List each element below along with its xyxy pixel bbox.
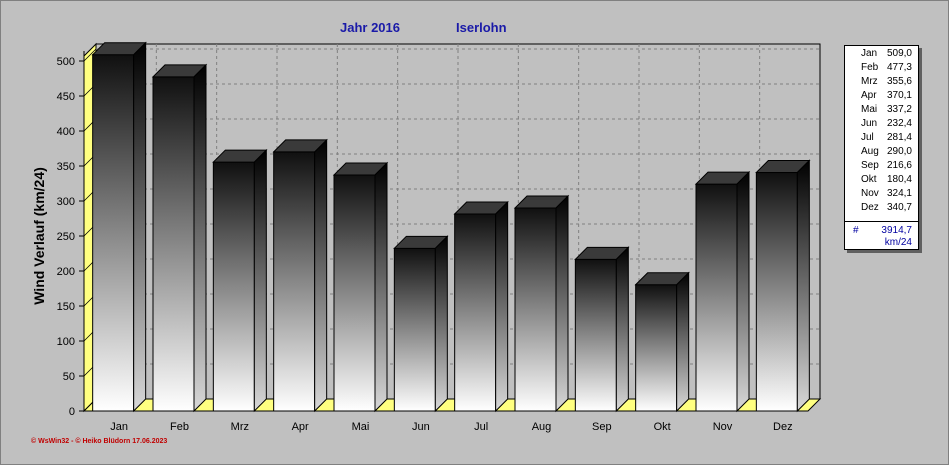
legend-row: Nov 324,1 [845, 187, 918, 201]
bar-side [434, 235, 448, 413]
legend-row: Jul 281,4 [845, 131, 918, 145]
y-tick-label: 50 [63, 371, 75, 383]
bar-side [736, 170, 750, 413]
x-tick-label: Aug [532, 421, 552, 433]
legend-row: Dez 340,7 [845, 201, 918, 215]
legend-value: 216,6 [886, 160, 912, 171]
legend-value: 290,0 [886, 146, 912, 157]
y-tick-label: 300 [57, 196, 75, 208]
x-tick-label: Okt [654, 421, 671, 433]
legend-box: Jan 509,0 Feb 477,3 Mrz 355,6 Apr 370,1 Mai 337,2… [844, 45, 919, 250]
legend-month: Aug [861, 146, 879, 157]
legend-month: Mai [861, 104, 878, 115]
x-tick-label: Jan [110, 421, 128, 433]
footer-credits: © WsWin32 - © Heiko Blüdorn 17.06.2023 [31, 438, 168, 445]
y-tick-label: 250 [57, 231, 75, 243]
y-tick-label: 350 [57, 161, 75, 173]
bar-side [193, 63, 207, 413]
year-label: Jahr 2016 [340, 20, 400, 35]
bar-mrz [212, 161, 255, 412]
x-tick-label: Feb [170, 421, 189, 433]
bar-aug [514, 207, 557, 412]
y-tick-label: 150 [57, 301, 75, 313]
legend-row: Aug 290,0 [845, 145, 918, 159]
legend-value: 340,7 [886, 202, 912, 213]
bar-apr [273, 151, 316, 412]
x-tick-label: Mai [352, 421, 370, 433]
left-wall-tick [83, 48, 97, 62]
legend-row: Jan 509,0 [845, 47, 918, 61]
bar-side [495, 200, 509, 413]
y-tick-label: 200 [57, 266, 75, 278]
legend-value: 281,4 [886, 132, 912, 143]
legend-value: 337,2 [886, 104, 912, 115]
legend-month: Mrz [861, 76, 878, 87]
legend-row: Mai 337,2 [845, 103, 918, 117]
x-tick-label: Dez [773, 421, 793, 433]
legend-month: Okt [861, 174, 877, 185]
legend-row: Mrz 355,6 [845, 75, 918, 89]
legend-row: Okt 180,4 [845, 173, 918, 187]
legend-value: 370,1 [886, 90, 912, 101]
legend-value: 324,1 [886, 188, 912, 199]
bar-side [374, 161, 388, 413]
x-tick-label: Apr [292, 421, 309, 433]
bar-dez [755, 172, 798, 412]
bar-side [796, 159, 810, 413]
bar-okt [635, 284, 678, 412]
legend-total-unit: km/24 [884, 237, 912, 248]
legend-month: Jun [861, 118, 878, 129]
legend-month: Jul [861, 132, 874, 143]
legend-value: 180,4 [886, 174, 912, 185]
x-tick-label: Mrz [231, 421, 249, 433]
bar-sep [574, 258, 617, 412]
bar-jun [393, 247, 436, 412]
bar-jan [92, 54, 135, 412]
bar-side [615, 246, 629, 413]
legend-value: 509,0 [886, 48, 912, 59]
bar-mai [333, 174, 376, 412]
bar-side [314, 138, 328, 413]
legend-month: Feb [861, 62, 879, 73]
bar-nov [695, 183, 738, 412]
legend-month: Jan [861, 48, 878, 59]
legend-row: Apr 370,1 [845, 89, 918, 103]
y-tick-label: 0 [69, 406, 75, 418]
legend-total-symbol: # [853, 225, 859, 236]
x-tick-label: Jun [412, 421, 430, 433]
y-tick-label: 400 [57, 126, 75, 138]
bar-side [555, 194, 569, 413]
legend-row: Feb 477,3 [845, 61, 918, 75]
legend-month: Nov [861, 188, 879, 199]
legend-row: Jun 232,4 [845, 117, 918, 131]
legend-row: Sep 216,6 [845, 159, 918, 173]
bar-side [676, 271, 690, 413]
bar-jul [454, 213, 497, 412]
legend-value: 477,3 [886, 62, 912, 73]
legend-month: Apr [861, 90, 877, 101]
legend-month: Sep [861, 160, 879, 171]
location-label: Iserlohn [456, 20, 507, 35]
y-tick-label: 450 [57, 91, 75, 103]
x-tick-label: Jul [474, 421, 488, 433]
bar-feb [152, 76, 195, 412]
legend-value: 355,6 [886, 76, 912, 87]
legend-separator [845, 221, 918, 222]
x-tick-label: Nov [713, 421, 733, 433]
legend-total-value: 3914,7 [881, 225, 912, 236]
bar-side [133, 41, 147, 413]
y-tick-label: 500 [57, 56, 75, 68]
y-tick-label: 100 [57, 336, 75, 348]
legend-month: Dez [861, 202, 879, 213]
legend-value: 232,4 [886, 118, 912, 129]
bar-side [253, 148, 267, 413]
x-tick-label: Sep [592, 421, 612, 433]
